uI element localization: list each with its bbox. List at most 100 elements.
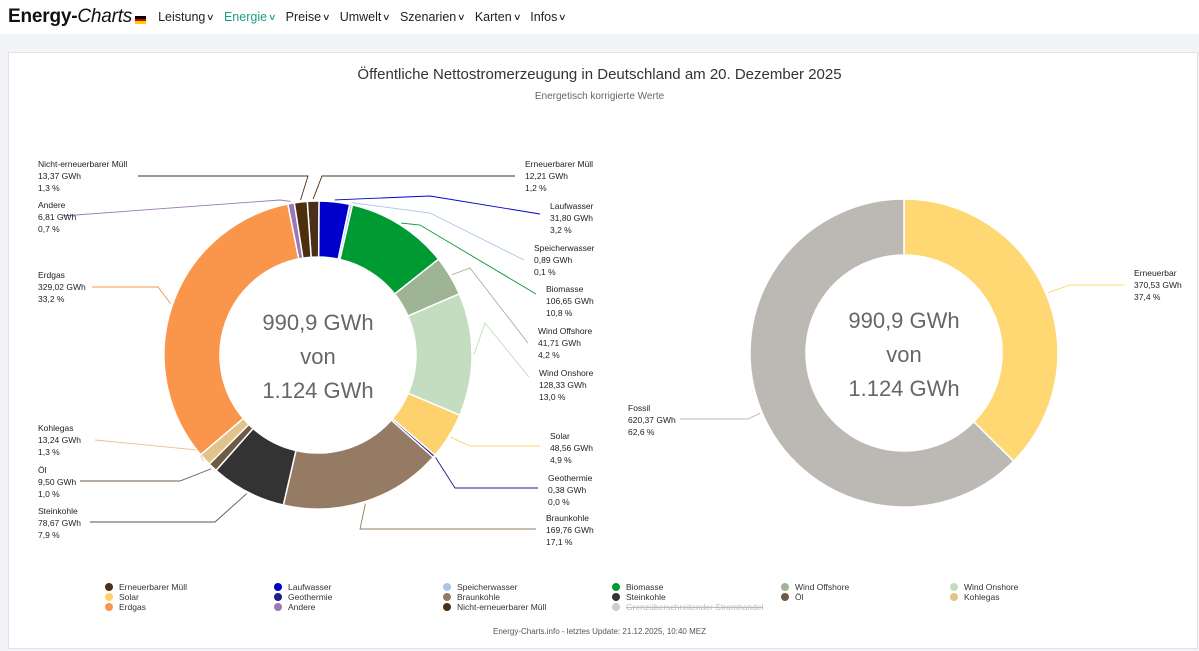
- legend-item[interactable]: Laufwasser: [274, 582, 331, 592]
- legend-label: Erneuerbarer Müll: [119, 582, 188, 592]
- legend-label: Andere: [288, 602, 316, 612]
- slice-label: Biomasse: [546, 284, 584, 294]
- legend-item[interactable]: Erdgas: [105, 602, 146, 612]
- brand-name-part1: Energy-: [8, 6, 78, 27]
- legend-item[interactable]: Andere: [274, 602, 315, 612]
- nav-item-szenarien[interactable]: Szenarien ∨: [400, 10, 466, 24]
- slice-label: 0,0 %: [548, 497, 570, 507]
- slice-label: Nicht-erneuerbarer Müll: [38, 159, 127, 169]
- slice-label: Erdgas: [38, 270, 65, 280]
- donut-slice[interactable]: [293, 200, 312, 260]
- legend-dot-icon: [274, 593, 282, 601]
- slice-label: 4,2 %: [538, 350, 560, 360]
- legend-dot-icon: [612, 603, 620, 611]
- legend-label: Geothermie: [288, 592, 333, 602]
- nav-item-label: Energie: [223, 10, 268, 24]
- slice-label: Öl: [38, 465, 47, 475]
- slice-label: Solar: [550, 431, 570, 441]
- legend-dot-icon: [443, 583, 451, 591]
- label-connector: [92, 286, 172, 305]
- nav-item-infos[interactable]: Infos ∨: [530, 10, 567, 24]
- legend-item[interactable]: Grenzüberschreitender Stromhandel: [612, 602, 764, 612]
- center-total-label: 1.124 GWh: [848, 376, 959, 401]
- legend-label: Laufwasser: [288, 582, 332, 592]
- legend-item[interactable]: Öl: [781, 592, 804, 602]
- center-total-label: 990,9 GWh: [262, 310, 373, 335]
- label-connector: [451, 267, 529, 344]
- nav-item-energie[interactable]: Energie ∨: [223, 10, 277, 24]
- legend-dot-icon: [274, 603, 282, 611]
- legend-item[interactable]: Speicherwasser: [443, 582, 517, 592]
- legend-dot-icon: [105, 583, 113, 591]
- nav-item-label: Infos: [530, 10, 558, 24]
- legend-item[interactable]: Steinkohle: [612, 592, 666, 602]
- legend-item[interactable]: Braunkohle: [443, 592, 500, 602]
- chevron-down-icon: ∨: [512, 11, 522, 22]
- nav-item-leistung[interactable]: Leistung ∨: [158, 10, 215, 24]
- legend-dot-icon: [950, 593, 958, 601]
- slice-label: 10,8 %: [546, 308, 573, 318]
- label-connector: [94, 439, 204, 462]
- chart-title: Öffentliche Nettostromerzeugung in Deuts…: [357, 66, 842, 83]
- legend-dot-icon: [612, 593, 620, 601]
- nav-item-label: Karten: [474, 10, 512, 24]
- slice-label: Speicherwasser: [534, 243, 595, 253]
- donut-slice[interactable]: [749, 198, 1015, 508]
- slice-label: 6,81 GWh: [38, 212, 77, 222]
- top-navbar: Energy- Charts Leistung ∨ Energie ∨ Preise ∨ Um…: [0, 0, 1199, 34]
- chevron-down-icon: ∨: [558, 11, 567, 22]
- legend-label: Grenzüberschreitender Stromhandel: [626, 602, 764, 612]
- slice-label: 62,6 %: [628, 427, 655, 437]
- legend-dot-icon: [443, 603, 451, 611]
- legend-item[interactable]: Erneuerbarer Müll: [105, 582, 187, 592]
- slice-label: 13,37 GWh: [38, 171, 81, 181]
- legend-item[interactable]: Wind Offshore: [781, 582, 849, 592]
- slice-label: 1,2 %: [525, 183, 547, 193]
- slice-label: 48,56 GWh: [550, 443, 593, 453]
- slice-label: Andere: [38, 200, 66, 210]
- slice-label: 106,65 GWh: [546, 296, 594, 306]
- slice-label: 0,89 GWh: [534, 255, 573, 265]
- legend-item[interactable]: Nicht-erneuerbarer Müll: [443, 602, 546, 612]
- label-connector: [312, 175, 515, 200]
- legend-item[interactable]: Kohlegas: [950, 592, 999, 602]
- label-connector: [61, 199, 291, 217]
- slice-label: 33,2 %: [38, 294, 65, 304]
- donut-slice[interactable]: [163, 203, 300, 456]
- legend-item[interactable]: Biomasse: [612, 582, 663, 592]
- chevron-down-icon: ∨: [457, 11, 466, 22]
- slice-label: 169,76 GWh: [546, 525, 594, 535]
- slice-label: 1,0 %: [38, 489, 60, 499]
- legend-dot-icon: [105, 603, 113, 611]
- label-connector: [351, 202, 525, 261]
- slice-label: 620,37 GWh: [628, 415, 676, 425]
- legend-dot-icon: [781, 593, 789, 601]
- nav-item-umwelt[interactable]: Umwelt ∨: [339, 10, 391, 24]
- main-menu: Leistung ∨ Energie ∨ Preise ∨ Umwelt ∨ Szenarien…: [158, 10, 576, 24]
- legend-item[interactable]: Geothermie: [274, 592, 332, 602]
- nav-item-label: Leistung: [158, 10, 206, 24]
- slice-label: 329,02 GWh: [38, 282, 86, 292]
- slice-label: 17,1 %: [546, 537, 573, 547]
- brand-logo[interactable]: Energy- Charts: [8, 6, 147, 28]
- label-connector: [435, 457, 538, 489]
- center-total-label: von: [886, 342, 921, 367]
- nav-item-karten[interactable]: Karten ∨: [474, 10, 522, 24]
- chevron-down-icon: ∨: [382, 11, 391, 22]
- legend-dot-icon: [105, 593, 113, 601]
- slice-label: 78,67 GWh: [38, 518, 81, 528]
- slice-label: Wind Offshore: [538, 326, 592, 336]
- slice-label: 1,3 %: [38, 183, 60, 193]
- legend-item[interactable]: Wind Onshore: [950, 582, 1018, 592]
- legend-item[interactable]: Solar: [105, 592, 139, 602]
- nav-item-preise[interactable]: Preise ∨: [285, 10, 331, 24]
- slice-label: 7,9 %: [38, 530, 60, 540]
- slice-label: Braunkohle: [546, 513, 589, 523]
- chevron-down-icon: ∨: [206, 11, 215, 22]
- label-connector: [680, 412, 761, 420]
- label-connector: [1047, 284, 1124, 294]
- center-total-label: 1.124 GWh: [262, 378, 373, 403]
- donut-slice[interactable]: [903, 198, 1059, 463]
- nav-item-label: Preise: [285, 10, 322, 24]
- nav-item-label: Umwelt: [339, 10, 382, 24]
